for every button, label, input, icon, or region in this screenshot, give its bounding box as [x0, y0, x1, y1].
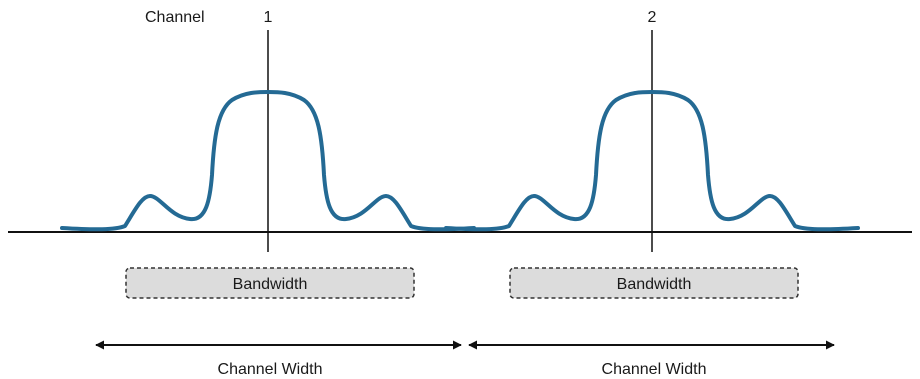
channel-2-bandwidth-box — [509, 267, 799, 299]
channel-2-bandwidth-label: Bandwidth — [617, 276, 692, 293]
channel-2-signal-curve — [444, 90, 860, 232]
channel-2-number: 2 — [648, 9, 657, 26]
channel-2-width-label: Channel Width — [602, 361, 707, 378]
channel-1-bandwidth-label: Bandwidth — [233, 276, 308, 293]
channel-1-number: 1 — [264, 9, 273, 26]
channel-1-signal-curve — [60, 90, 476, 232]
channel-1-width-label: Channel Width — [218, 361, 323, 378]
channel-header-label: Channel — [145, 9, 205, 26]
channel-1-bandwidth-box — [125, 267, 415, 299]
